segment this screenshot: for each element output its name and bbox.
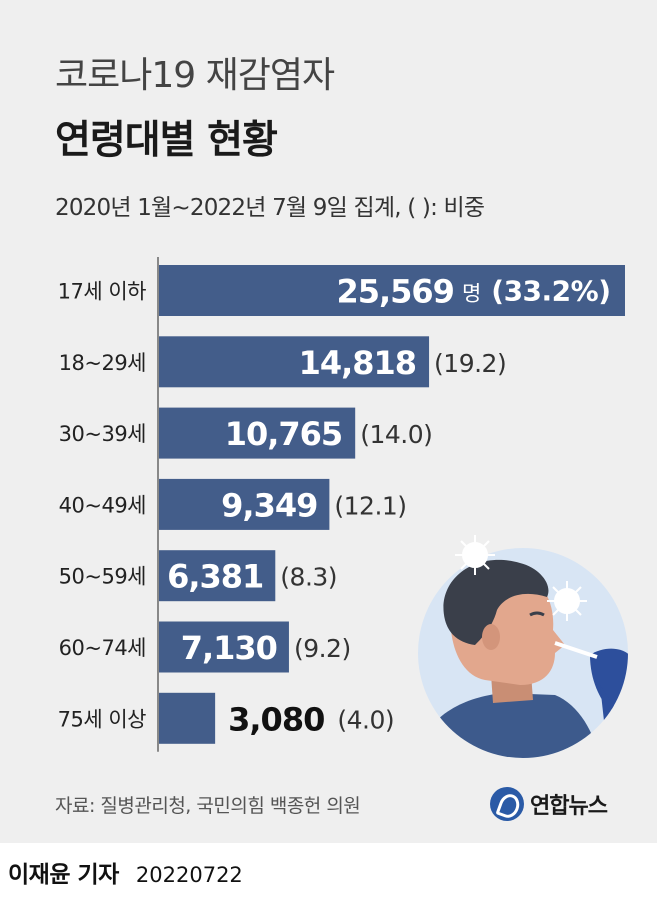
value-label: 25,569 [336,273,453,311]
share-label: (8.3) [280,563,337,592]
value-label: 10,765 [225,415,342,453]
value-label: 9,349 [221,486,317,524]
bar [159,621,289,673]
title-line2: 연령대별 현황 [55,118,278,163]
share-label: (19.2) [434,349,506,378]
yonhap-logo-icon [490,787,524,821]
category-label: 40~49세 [59,493,146,517]
reporter-name: 이재윤 기자 [8,862,119,888]
yonhap-logo: 연합뉴스 [490,784,608,824]
swab-test-illustration [418,535,628,758]
publish-date: 20220722 [135,863,243,887]
bar [159,407,356,459]
logo-text: 연합뉴스 [530,794,608,819]
bar [159,478,330,530]
unit-label: 명 [462,282,481,306]
bar [159,265,625,316]
source-note: 자료: 질병관리청, 국민의힘 백종헌 의원 [55,795,361,817]
category-label: 17세 이하 [58,280,147,304]
title-line1: 코로나19 재감염자 [55,55,335,96]
category-label: 50~59세 [59,565,146,589]
bar [159,692,216,744]
value-label: 14,818 [299,344,416,382]
share-label: (14.0) [360,420,432,449]
value-label: 6,381 [167,558,263,596]
bar [159,550,276,602]
bar [159,336,430,388]
category-label: 30~39세 [59,422,146,446]
share-label: (4.0) [337,705,394,734]
share-label: (12.1) [334,491,406,520]
category-label: 18~29세 [59,351,146,375]
bar-chart: 17세 이하 25,569 명 (33.2%) 18~29세 14,818 (19.2) 30… [58,257,625,752]
share-label: (33.2%) [491,275,610,308]
category-label: 60~74세 [59,636,146,660]
value-label: 3,080 [228,700,324,738]
byline: 이재윤 기자 20220722 [8,855,243,889]
share-label: (9.2) [294,634,351,663]
category-label: 75세 이상 [58,707,147,731]
subtitle: 2020년 1월~2022년 7월 9일 집계, ( ): 비중 [55,195,485,221]
value-label: 7,130 [181,629,277,667]
